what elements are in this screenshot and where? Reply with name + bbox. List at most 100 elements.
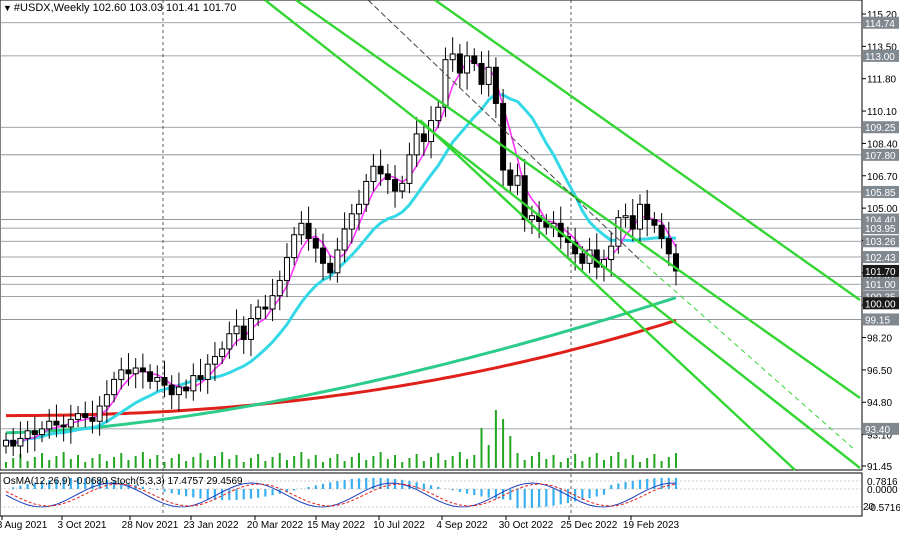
candle-body bbox=[464, 55, 471, 74]
level-label-box bbox=[863, 16, 899, 29]
dropdown-arrow-icon[interactable]: ▼ bbox=[3, 3, 12, 13]
x-tick-label: 30 Oct 2022 bbox=[499, 520, 554, 531]
y-tick-label: 115.20 bbox=[867, 10, 897, 21]
candle-body bbox=[485, 66, 492, 85]
level-label: 104.40 bbox=[865, 216, 896, 227]
x-tick-label: 4 Sep 2022 bbox=[436, 520, 488, 531]
candle-body bbox=[226, 333, 233, 350]
chart-title: ▼ #USDX,Weekly 102.60 103.03 101.41 101.7… bbox=[3, 2, 236, 14]
candle-body bbox=[312, 238, 319, 249]
candle-body bbox=[132, 367, 139, 375]
x-tick-label: 19 Feb 2023 bbox=[623, 520, 680, 531]
highlight-label-box bbox=[863, 297, 899, 310]
x-tick-label: 10 Jul 2022 bbox=[373, 520, 425, 531]
candle-body bbox=[24, 430, 31, 439]
candle-body bbox=[392, 179, 399, 192]
highlight-label: 101.70 bbox=[865, 267, 896, 278]
candle-body bbox=[60, 424, 67, 428]
candle-body bbox=[111, 378, 118, 396]
candle-body bbox=[334, 249, 341, 274]
symbol-label: #USDX,Weekly bbox=[13, 2, 90, 14]
candle-body bbox=[190, 375, 197, 392]
y-tick-label: 96.50 bbox=[867, 366, 892, 377]
candle-body bbox=[406, 154, 413, 184]
candle-body bbox=[211, 356, 218, 365]
highlight-label-box bbox=[863, 264, 899, 277]
level-label: 102.43 bbox=[865, 253, 896, 264]
candle-body bbox=[139, 367, 146, 373]
candle-body bbox=[219, 348, 226, 358]
candle-body bbox=[53, 420, 60, 426]
level-label: 113.00 bbox=[865, 52, 895, 63]
candle-body bbox=[665, 238, 672, 255]
y-tick-label: 94.80 bbox=[867, 398, 892, 409]
y-tick-label: 108.40 bbox=[867, 139, 898, 150]
osma-title: OsMA(12,26,9) -0.0680 Stoch(5,3,3) 17.47… bbox=[3, 476, 243, 487]
candle-body bbox=[168, 384, 175, 396]
candle-body bbox=[75, 413, 82, 420]
candle-body bbox=[608, 245, 615, 261]
candle-body bbox=[579, 253, 586, 264]
stoch-label: Stoch(5,3,3) 17.4757 29.4569 bbox=[110, 476, 243, 487]
x-tick-label: 15 May 2022 bbox=[307, 520, 365, 531]
candle-body bbox=[39, 428, 46, 436]
candle-body bbox=[435, 106, 442, 122]
candle-body bbox=[384, 173, 391, 181]
y-tick-label: 111.80 bbox=[867, 75, 897, 86]
ohlc-label: 102.60 103.03 101.41 101.70 bbox=[92, 2, 237, 14]
candle-body bbox=[161, 377, 168, 386]
stoch-main-line bbox=[5, 482, 677, 508]
candle-body bbox=[276, 279, 283, 297]
level-label-box bbox=[863, 49, 899, 62]
level-label-box bbox=[863, 422, 899, 435]
osma-label: OsMA(12,26,9) -0.0680 bbox=[3, 476, 108, 487]
y-tick-label: 110.10 bbox=[867, 107, 897, 118]
x-tick-label: 3 Oct 2021 bbox=[58, 520, 107, 531]
candle-body bbox=[233, 325, 240, 335]
candle-body bbox=[492, 66, 499, 104]
candle-body bbox=[629, 215, 636, 230]
ma-fast-magenta-line bbox=[5, 59, 677, 445]
level-label: 107.80 bbox=[865, 151, 896, 162]
level-label: 101.41 bbox=[865, 272, 896, 283]
level-label-box bbox=[863, 251, 899, 264]
y-tick-label: 105.00 bbox=[867, 204, 898, 215]
ma-slow-green-line bbox=[5, 296, 677, 435]
candle-body bbox=[269, 295, 276, 310]
candle-body bbox=[197, 375, 204, 380]
level-label-box bbox=[863, 222, 899, 235]
candle-body bbox=[622, 215, 629, 219]
candle-body bbox=[500, 102, 507, 171]
level-label-box bbox=[863, 185, 899, 198]
highlight-label: 100.00 bbox=[865, 299, 896, 310]
candle-body bbox=[175, 386, 182, 396]
candle-body bbox=[67, 418, 74, 428]
candle-body bbox=[3, 439, 9, 447]
candle-body bbox=[399, 182, 406, 192]
level-label: 103.26 bbox=[865, 237, 896, 248]
candle-body bbox=[154, 377, 161, 382]
osma-pane bbox=[0, 472, 863, 517]
candle-body bbox=[456, 53, 463, 74]
candle-body bbox=[363, 180, 370, 205]
candle-body bbox=[247, 318, 254, 340]
level-label-box bbox=[863, 235, 899, 248]
candle-body bbox=[636, 203, 643, 230]
candle-body bbox=[651, 219, 658, 226]
candle-body bbox=[240, 325, 247, 340]
level-label: 99.15 bbox=[865, 315, 890, 326]
candle-body bbox=[514, 175, 521, 186]
y-tick-label: 98.20 bbox=[867, 334, 892, 345]
candle-body bbox=[673, 253, 679, 272]
main-pane bbox=[0, 0, 863, 471]
candle-body bbox=[10, 439, 17, 447]
y-tick-label: 113.50 bbox=[867, 42, 897, 53]
osma-tick-label: 0.7816 bbox=[867, 477, 898, 488]
channel-line bbox=[434, 0, 861, 301]
level-label: 93.40 bbox=[865, 425, 890, 436]
candle-body bbox=[348, 213, 355, 230]
channel-line bbox=[295, 0, 861, 399]
candle-body bbox=[291, 234, 298, 259]
